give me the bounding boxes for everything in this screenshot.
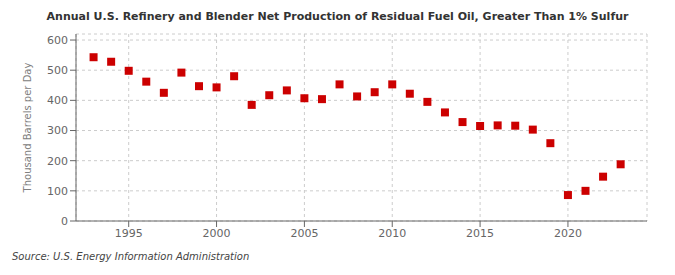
- svg-text:2020: 2020: [554, 227, 582, 240]
- svg-text:2005: 2005: [290, 227, 318, 240]
- svg-text:Thousand Barrels per Day: Thousand Barrels per Day: [22, 63, 33, 194]
- svg-text:1995: 1995: [115, 227, 143, 240]
- svg-text:100: 100: [47, 185, 68, 198]
- svg-text:2010: 2010: [378, 227, 406, 240]
- svg-text:200: 200: [47, 155, 68, 168]
- svg-text:2000: 2000: [203, 227, 231, 240]
- html-text:Source: U.S. Energy Informatio: Source: U.S. Energy Information Administ…: [12, 251, 250, 262]
- svg-text:300: 300: [47, 124, 68, 137]
- svg-text:500: 500: [47, 64, 68, 77]
- svg-text:0: 0: [61, 215, 68, 228]
- svg-text:400: 400: [47, 94, 68, 107]
- svg-text:600: 600: [47, 34, 68, 47]
- html-text:Annual U.S. Refinery and Blend: Annual U.S. Refinery and Blender Net Pro…: [46, 10, 629, 23]
- svg-text:2015: 2015: [466, 227, 494, 240]
